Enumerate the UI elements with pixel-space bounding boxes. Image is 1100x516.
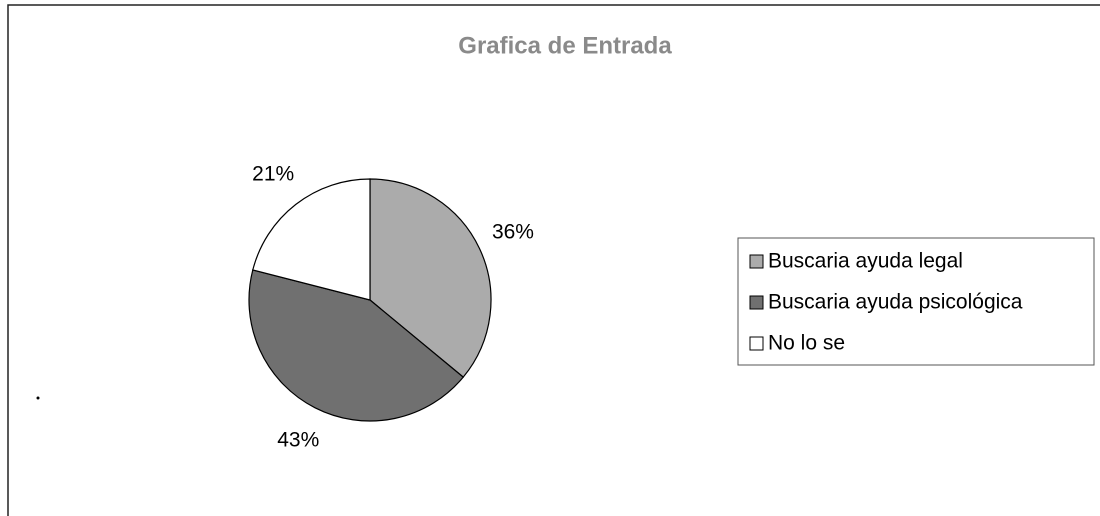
data-label: 36%	[492, 220, 534, 243]
legend-box	[737, 237, 1095, 366]
legend-swatch	[749, 254, 764, 269]
legend-swatch	[749, 336, 764, 351]
pie-slice	[248, 269, 465, 422]
data-label: 43%	[277, 428, 319, 451]
legend-swatch	[749, 295, 764, 310]
legend-label: Buscaria ayuda legal	[768, 250, 963, 273]
chart-title: Grafica de Entrada	[458, 32, 672, 59]
stray-dot	[36, 396, 40, 400]
data-label: 21%	[252, 163, 294, 186]
pie-slice	[369, 178, 492, 378]
legend-label: Buscaria ayuda psicológica	[768, 291, 1023, 314]
pie-slice	[252, 178, 371, 301]
legend-label: No lo se	[768, 332, 845, 355]
